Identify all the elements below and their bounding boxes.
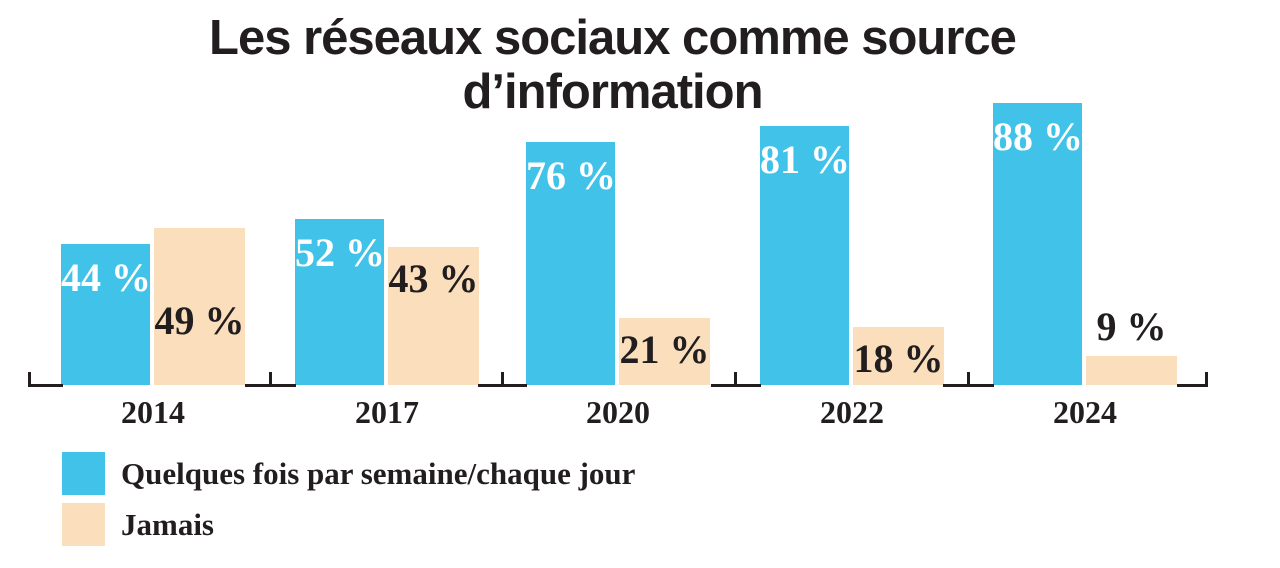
bar-value-label: 43 % <box>388 256 479 301</box>
x-axis-segment <box>28 384 63 387</box>
x-axis-tick <box>967 372 970 387</box>
legend-label-weekly: Quelques fois par semaine/chaque jour <box>121 455 636 491</box>
bar-value-label: 21 % <box>619 327 710 372</box>
bar-value-label: 76 % <box>526 153 616 198</box>
x-axis-label-2017: 2017 <box>355 394 419 430</box>
chart-title-line2: d’information <box>462 64 763 119</box>
bar-value-label: 49 % <box>154 298 245 343</box>
bar-weekly-2022: 81 % <box>760 126 850 385</box>
x-axis-tick <box>734 372 737 387</box>
bar-weekly-2024: 88 % <box>993 103 1083 385</box>
bar-value-label: 18 % <box>853 336 944 381</box>
legend-swatch-weekly <box>62 452 105 495</box>
x-axis-label-2014: 2014 <box>121 394 185 430</box>
legend-swatch-jamais <box>62 503 105 546</box>
x-axis-label-2022: 2022 <box>820 394 884 430</box>
bar-value-label: 44 % <box>61 255 151 300</box>
bar-weekly-2014: 44 % <box>61 244 151 385</box>
bar-weekly-2017: 52 % <box>295 219 385 385</box>
legend-label-jamais: Jamais <box>121 506 214 542</box>
x-axis-tick <box>1205 372 1208 387</box>
bar-value-label: 88 % <box>993 114 1083 159</box>
legend: Quelques fois par semaine/chaque jour Ja… <box>62 452 635 546</box>
chart-title: Les réseaux sociaux comme source d’infor… <box>0 11 1225 120</box>
x-axis-label-2020: 2020 <box>586 394 650 430</box>
bar-jamais-2022: 18 % <box>853 327 944 385</box>
x-axis-tick <box>269 372 272 387</box>
chart-title-line1: Les réseaux sociaux comme source <box>209 11 1017 65</box>
bar-value-label: 81 % <box>760 137 850 182</box>
x-axis-segment <box>1177 384 1208 387</box>
x-axis-tick <box>28 372 31 387</box>
bar-value-label: 9 % <box>1096 304 1167 349</box>
bar-jamais-2014: 49 % <box>154 228 245 385</box>
legend-item-jamais: Jamais <box>62 503 635 546</box>
bar-weekly-2020: 76 % <box>526 142 616 385</box>
bar-jamais-2017: 43 % <box>388 247 479 385</box>
legend-item-weekly: Quelques fois par semaine/chaque jour <box>62 452 635 495</box>
x-axis-tick <box>501 372 504 387</box>
bar-jamais-2024: 9 % <box>1086 304 1177 385</box>
x-axis-label-2024: 2024 <box>1053 394 1117 430</box>
bar-jamais-2020: 21 % <box>619 318 710 385</box>
bar-value-label: 52 % <box>295 230 385 275</box>
